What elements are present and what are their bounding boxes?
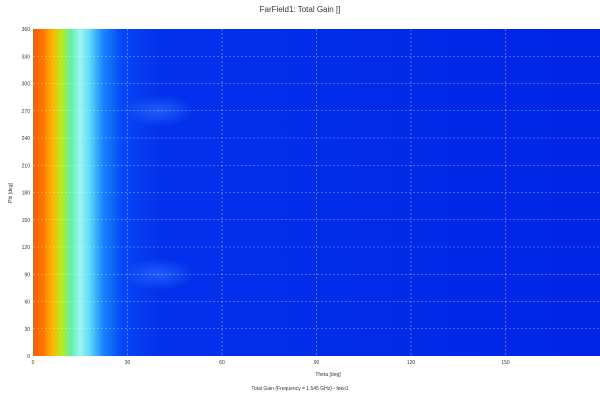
- y-tick-label: 210: [22, 163, 31, 169]
- y-tick-label: 300: [22, 82, 31, 88]
- y-tick-label: 360: [22, 27, 31, 33]
- x-tick-label: 90: [314, 360, 320, 366]
- x-tick-label: 60: [219, 360, 225, 366]
- x-tick-label: 120: [407, 360, 416, 366]
- y-tick-label: 180: [22, 191, 31, 197]
- y-axis-ticks: 0 30 60 90 120 150 180 210 240 270 300 330 360: [22, 27, 31, 360]
- y-axis-label: Phi [deg]: [8, 183, 14, 203]
- y-tick-label: 270: [22, 109, 31, 115]
- x-tick-label: 30: [125, 360, 131, 366]
- x-axis-label: Theta [deg]: [315, 372, 341, 378]
- chart-footer: Total Gain (Frequency = 1.545 GHz) - fek…: [251, 386, 349, 392]
- y-tick-label: 60: [24, 300, 30, 306]
- y-tick-label: 330: [22, 54, 31, 60]
- y-tick-label: 0: [27, 354, 30, 360]
- y-tick-label: 90: [24, 272, 30, 278]
- y-tick-label: 240: [22, 136, 31, 142]
- y-tick-label: 120: [22, 245, 31, 251]
- grid-lines: [33, 29, 600, 356]
- x-axis-ticks: 0 30 60 90 120 150: [32, 360, 510, 366]
- x-tick-label: 0: [32, 360, 35, 366]
- y-tick-label: 150: [22, 218, 31, 224]
- y-tick-label: 30: [24, 327, 30, 333]
- x-tick-label: 150: [501, 360, 510, 366]
- chart-title: FarField1: Total Gain []: [259, 5, 341, 14]
